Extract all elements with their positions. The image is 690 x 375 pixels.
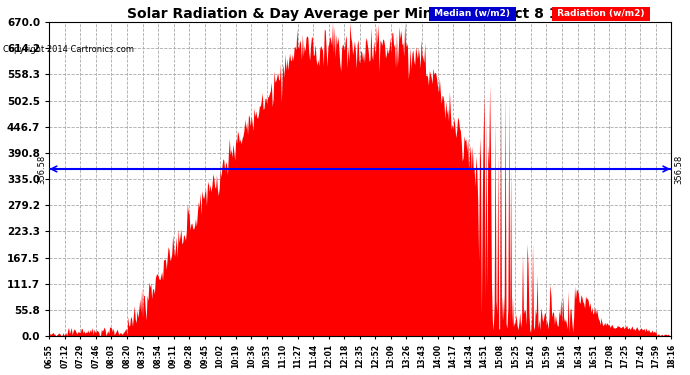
- Text: 356.58: 356.58: [675, 154, 684, 184]
- Text: 356.58: 356.58: [37, 154, 46, 184]
- Text: Radiation (w/m2): Radiation (w/m2): [554, 9, 648, 18]
- Text: Median (w/m2): Median (w/m2): [431, 9, 513, 18]
- Text: Copyright 2014 Cartronics.com: Copyright 2014 Cartronics.com: [3, 45, 135, 54]
- Title: Solar Radiation & Day Average per Minute Wed Oct 8 18:20: Solar Radiation & Day Average per Minute…: [127, 7, 593, 21]
